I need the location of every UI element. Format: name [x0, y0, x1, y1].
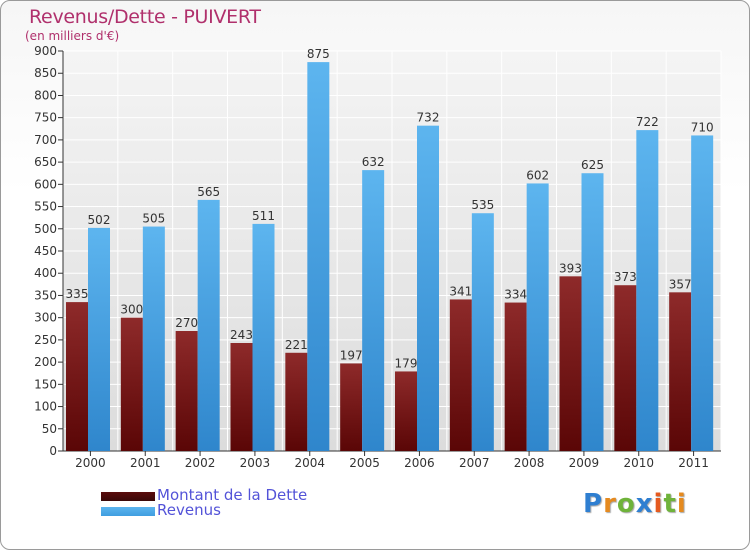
- data-label: 373: [614, 270, 637, 284]
- data-label: 197: [340, 348, 363, 362]
- bar-dette: [559, 276, 582, 451]
- y-tick-label: 0: [49, 444, 57, 458]
- data-label: 875: [307, 47, 330, 61]
- x-tick-label: 2005: [349, 456, 380, 470]
- data-label: 502: [88, 213, 111, 227]
- data-label: 335: [66, 287, 89, 301]
- x-tick-label: 2002: [185, 456, 216, 470]
- y-tick-label: 50: [42, 422, 57, 436]
- y-tick-label: 450: [34, 244, 57, 258]
- bar-dette: [395, 371, 417, 451]
- bar-dette: [340, 363, 363, 451]
- data-label: 341: [449, 284, 472, 298]
- legend-swatch-revenus: [101, 507, 155, 516]
- y-tick-label: 900: [34, 44, 57, 58]
- y-tick-label: 750: [34, 111, 57, 125]
- bar-revenus: [526, 183, 549, 451]
- x-tick-label: 2001: [130, 456, 161, 470]
- data-label: 625: [581, 158, 604, 172]
- logo-letter: o: [616, 489, 636, 519]
- data-label: 179: [395, 356, 418, 370]
- logo-letter: r: [603, 489, 617, 519]
- y-tick-label: 100: [34, 400, 57, 414]
- y-tick-label: 550: [34, 200, 57, 214]
- data-label: 632: [362, 155, 385, 169]
- y-tick-label: 250: [34, 333, 57, 347]
- bar-dette: [120, 317, 143, 451]
- data-label: 270: [175, 316, 198, 330]
- y-tick-label: 350: [34, 288, 57, 302]
- x-tick-label: 2007: [459, 456, 490, 470]
- y-tick-label: 150: [34, 377, 57, 391]
- logo-letter: t: [663, 489, 677, 519]
- logo-letter: i: [653, 489, 664, 519]
- bar-dette: [175, 331, 198, 451]
- bar-revenus: [307, 62, 330, 451]
- data-label: 710: [691, 120, 714, 134]
- data-label: 535: [471, 198, 494, 212]
- bar-revenus: [142, 226, 165, 451]
- bar-dette: [230, 343, 253, 451]
- y-tick-label: 600: [34, 177, 57, 191]
- data-label: 357: [669, 277, 692, 291]
- data-label: 334: [504, 288, 527, 302]
- bar-revenus: [691, 135, 714, 451]
- bar-dette: [504, 302, 527, 451]
- x-tick-label: 2006: [404, 456, 435, 470]
- data-label: 393: [559, 261, 582, 275]
- x-tick-label: 2010: [623, 456, 654, 470]
- data-label: 243: [230, 328, 253, 342]
- bar-revenus: [636, 130, 659, 451]
- y-tick-label: 400: [34, 266, 57, 280]
- bar-revenus: [581, 173, 604, 451]
- x-tick-label: 2011: [678, 456, 709, 470]
- data-label: 722: [636, 115, 659, 129]
- bar-revenus: [197, 199, 220, 451]
- bar-revenus: [252, 223, 275, 451]
- data-label: 511: [252, 209, 275, 223]
- logo-letter: P: [583, 489, 604, 519]
- x-tick-label: 2000: [75, 456, 106, 470]
- y-tick-label: 500: [34, 222, 57, 236]
- data-label: 505: [142, 212, 165, 226]
- x-tick-label: 2003: [240, 456, 271, 470]
- logo-letter: i: [676, 489, 687, 519]
- bar-dette: [669, 292, 692, 451]
- proxiti-logo: Proxiti: [583, 489, 687, 519]
- x-tick-label: 2008: [514, 456, 545, 470]
- legend-label-revenus: Revenus: [157, 501, 221, 519]
- data-label: 300: [120, 303, 143, 317]
- logo-letter: x: [635, 489, 654, 519]
- x-tick-label: 2004: [294, 456, 325, 470]
- bar-revenus: [362, 170, 385, 451]
- chart-subtitle: (en milliers d'€): [25, 29, 120, 43]
- legend-label-dette: Montant de la Dette: [157, 486, 308, 504]
- bar-revenus: [417, 125, 439, 452]
- legend-swatch-dette: [101, 492, 155, 501]
- bar-dette: [285, 352, 308, 451]
- y-tick-label: 300: [34, 311, 57, 325]
- y-tick-label: 700: [34, 133, 57, 147]
- bar-dette: [614, 285, 637, 451]
- bar-revenus: [471, 213, 494, 451]
- y-tick-label: 200: [34, 355, 57, 369]
- bar-dette: [449, 299, 472, 451]
- data-label: 602: [526, 168, 549, 182]
- data-label: 565: [197, 185, 220, 199]
- y-tick-label: 650: [34, 155, 57, 169]
- y-tick-label: 850: [34, 66, 57, 80]
- data-label: 221: [285, 338, 308, 352]
- chart-title: Revenus/Dette - PUIVERT: [29, 6, 261, 28]
- bar-revenus: [88, 227, 110, 451]
- data-label: 732: [417, 111, 440, 125]
- bar-dette: [66, 302, 88, 451]
- x-tick-label: 2009: [569, 456, 600, 470]
- y-tick-label: 800: [34, 88, 57, 102]
